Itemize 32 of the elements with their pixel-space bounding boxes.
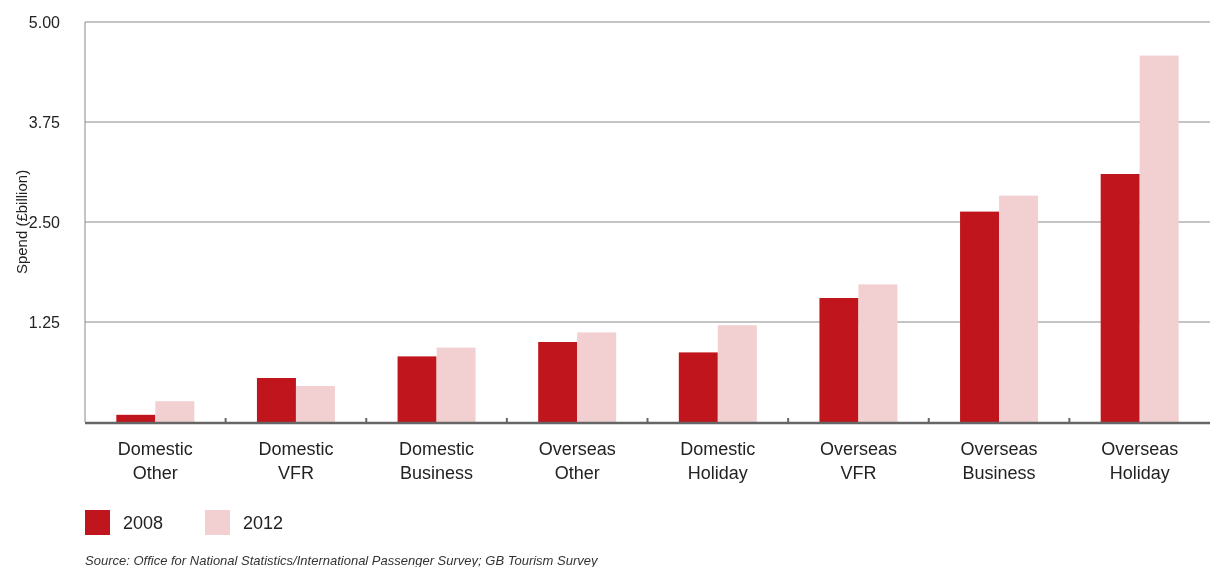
y-tick-label: 2.50 <box>28 213 61 231</box>
y-tick-label: 5.00 <box>28 13 61 31</box>
bar <box>155 401 195 422</box>
source-note: Source: Office for National Statistics/International Passenger Survey; GB Tourism Survey <box>85 553 600 567</box>
bar <box>858 284 898 422</box>
legend-label: 2008 <box>123 513 164 534</box>
bar <box>960 211 1000 422</box>
x-tick-label: Domestic Business <box>399 439 475 483</box>
bar <box>1139 55 1179 422</box>
bar <box>819 298 859 422</box>
bar <box>717 325 757 422</box>
bar <box>436 347 476 422</box>
x-tick-label: Domestic VFR <box>258 439 334 483</box>
bar <box>538 342 578 422</box>
bar <box>397 356 437 422</box>
bar <box>256 378 296 422</box>
x-tick-label: Overseas Business <box>960 439 1038 483</box>
bar <box>295 386 335 422</box>
y-tick-label: 3.75 <box>28 113 61 131</box>
bar <box>999 195 1039 422</box>
x-tick-label: Overseas Other <box>538 439 616 483</box>
y-tick-label: 1.25 <box>28 313 61 331</box>
bar <box>116 414 156 422</box>
x-tick-label: Overseas VFR <box>819 439 897 483</box>
legend-label: 2012 <box>243 513 284 534</box>
x-tick-label: Overseas Holiday <box>1101 439 1179 483</box>
bar <box>678 352 718 422</box>
x-tick-label: Domestic Other <box>117 439 193 483</box>
x-tick-label: Domestic Holiday <box>680 439 756 483</box>
bar <box>577 332 617 422</box>
bar <box>1100 174 1140 422</box>
y-axis-title: Spend (£billion) <box>13 169 30 275</box>
